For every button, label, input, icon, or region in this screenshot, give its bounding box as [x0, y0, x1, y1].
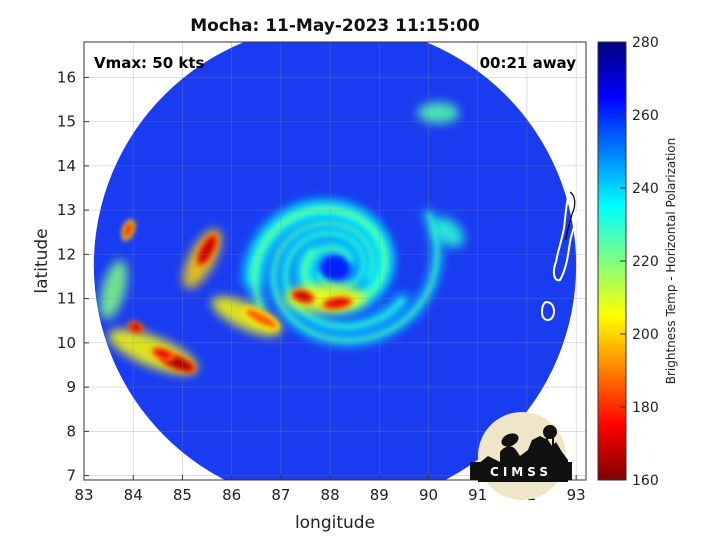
y-axis-ticks: 7 8 9 10 11 12 13 14 15 16 [57, 68, 89, 485]
y-tick-label-6: 13 [57, 201, 76, 219]
warm-band-5 [99, 260, 128, 320]
x-tick-label-2: 85 [173, 486, 192, 504]
x-tick-label-10: 93 [567, 486, 586, 504]
y-tick-label-8: 15 [57, 113, 76, 131]
coast-contour-small [560, 376, 566, 383]
colorbar: 160 180 200 220 240 260 280 Brightness Temp - … [597, 35, 678, 489]
x-axis-label: longitude [295, 513, 375, 533]
colorbar-ticks: 160 180 200 220 240 260 280 [620, 35, 659, 489]
colorbar-tick-label-5: 260 [632, 108, 659, 124]
cold-feature-1 [198, 236, 216, 264]
y-tick-label-7: 14 [57, 157, 76, 175]
x-tick-label-7: 90 [419, 486, 438, 504]
colorbar-label: Brightness Temp - Horizontal Polarizatio… [664, 138, 678, 385]
y-tick-label-2: 9 [66, 378, 76, 396]
grid [84, 42, 586, 480]
coast-contour-south [540, 300, 555, 321]
x-tick-label-1: 84 [124, 486, 143, 504]
colorbar-tick-label-3: 220 [632, 254, 659, 270]
y-tick-label-9: 16 [57, 68, 76, 86]
y-tick-label-0: 7 [66, 467, 76, 485]
logo-text: CIMSS [490, 465, 552, 479]
x-tick-label-4: 87 [271, 486, 290, 504]
logo-water-tower [543, 425, 557, 439]
x-tick-label-8: 91 [468, 486, 487, 504]
coastline-contours [540, 184, 581, 383]
coast-contour-north-inner [565, 191, 576, 241]
storm-eye [321, 255, 349, 280]
colorbar-tick-label-4: 240 [632, 181, 659, 197]
x-tick-label-0: 83 [74, 486, 93, 504]
cold-feature-7 [325, 298, 350, 308]
warm-band-6 [417, 102, 460, 124]
plot-border [83, 41, 587, 481]
coast-contour-north [552, 184, 581, 282]
colorbar-tick-label-6: 280 [632, 35, 659, 51]
cold-feature-3 [154, 349, 171, 359]
x-tick-label-5: 88 [321, 486, 340, 504]
chart-title: Mocha: 11-May-2023 11:15:00 [190, 16, 480, 36]
colorbar-tick-label-1: 180 [632, 400, 659, 416]
cold-feature-8 [245, 309, 277, 328]
y-tick-label-5: 12 [57, 245, 76, 263]
logo-dish [501, 433, 519, 447]
vmax-annotation: Vmax: 50 kts [94, 54, 204, 72]
y-tick-label-4: 11 [57, 290, 76, 308]
time-offset-annotation: 00:21 away [480, 54, 577, 72]
y-axis-label: latitude [32, 228, 52, 293]
cimss-logo: CIMSS [470, 412, 572, 500]
cold-feature-4 [130, 324, 141, 331]
y-tick-label-1: 8 [66, 422, 76, 440]
cold-features [121, 219, 354, 374]
cold-feature-6 [294, 291, 312, 301]
x-tick-label-6: 89 [370, 486, 389, 504]
x-tick-label-3: 86 [222, 486, 241, 504]
cold-feature-5 [124, 223, 133, 238]
colorbar-tick-label-2: 200 [632, 327, 659, 343]
colorbar-tick-label-0: 160 [632, 473, 659, 489]
swath-image [93, 42, 577, 480]
warm-band-7 [432, 217, 465, 248]
spiral-arm-core-4 [271, 212, 439, 343]
y-tick-label-3: 10 [57, 334, 76, 352]
logo-banner [470, 462, 572, 480]
spiral-arm-core-3 [252, 207, 388, 309]
